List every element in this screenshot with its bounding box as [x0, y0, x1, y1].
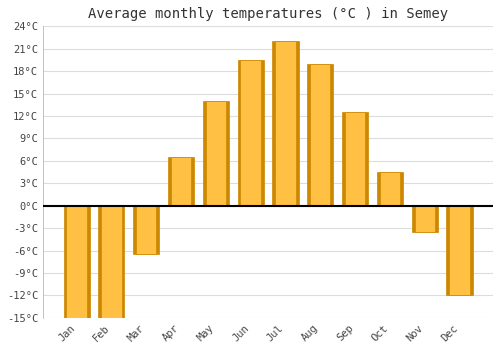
Bar — [380, 172, 400, 206]
Bar — [98, 206, 124, 318]
Bar — [310, 64, 330, 206]
Bar — [450, 206, 469, 295]
Bar — [171, 157, 191, 206]
Bar — [345, 112, 366, 206]
Bar — [136, 206, 156, 254]
Bar — [446, 206, 472, 295]
Bar — [238, 60, 264, 206]
Bar — [133, 206, 160, 254]
Bar — [66, 206, 86, 318]
Title: Average monthly temperatures (°C ) in Semey: Average monthly temperatures (°C ) in Se… — [88, 7, 448, 21]
Bar — [414, 206, 435, 232]
Bar — [307, 64, 334, 206]
Bar — [206, 101, 226, 206]
Bar — [276, 41, 295, 206]
Bar — [342, 112, 368, 206]
Bar — [203, 101, 229, 206]
Bar — [377, 172, 403, 206]
Bar — [64, 206, 90, 318]
Bar — [412, 206, 438, 232]
Bar — [101, 206, 121, 318]
Bar — [272, 41, 298, 206]
Bar — [168, 157, 194, 206]
Bar — [240, 60, 261, 206]
